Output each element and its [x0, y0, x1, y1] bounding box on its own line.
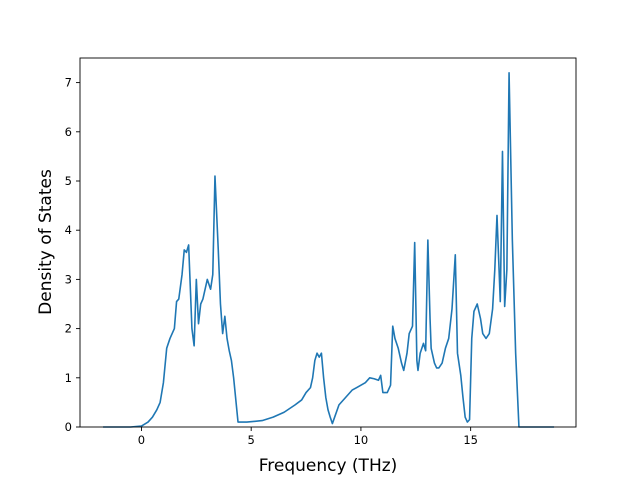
x-tick-label: 5: [248, 433, 255, 447]
dos-series-line: [103, 71, 555, 428]
y-tick-label: 1: [65, 371, 72, 385]
y-tick-label: 4: [65, 223, 72, 237]
x-tick-label: 15: [463, 433, 478, 447]
y-axis-ticks: 0 1 2 3 4 5 6 7: [65, 76, 80, 434]
y-tick-label: 3: [65, 272, 72, 286]
y-axis-label: Density of States: [36, 169, 56, 315]
y-tick-label: 0: [65, 420, 72, 434]
y-tick-label: 2: [65, 322, 72, 336]
y-tick-label: 5: [65, 174, 72, 188]
x-axis-label: Frequency (THz): [259, 456, 398, 476]
x-tick-label: 10: [354, 433, 369, 447]
plot-area: [79, 57, 577, 428]
y-tick-label: 6: [65, 125, 72, 139]
x-axis-ticks: 0 5 10 15: [138, 427, 478, 447]
x-tick-label: 0: [138, 433, 145, 447]
plot-frame: [79, 57, 577, 428]
y-tick-label: 7: [65, 76, 72, 90]
